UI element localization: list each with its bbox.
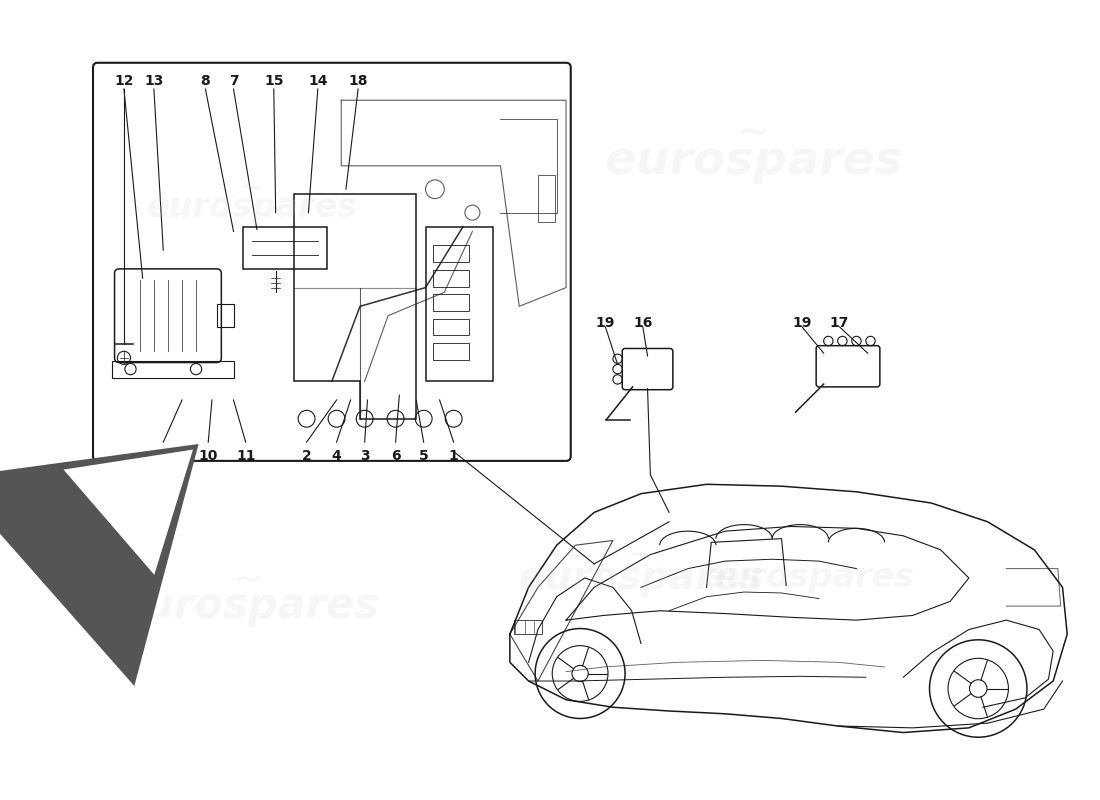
Bar [426,226,493,382]
Text: eurospares: eurospares [116,585,380,627]
Text: 8: 8 [200,74,210,88]
Text: ~: ~ [626,538,656,571]
Text: 4: 4 [332,449,341,462]
Bar [433,294,469,311]
Text: eurospares: eurospares [518,559,763,597]
Text: 15: 15 [264,74,284,88]
Text: eurospares: eurospares [604,138,903,184]
Text: 5: 5 [419,449,429,462]
Bar [538,175,554,222]
Text: 19: 19 [596,316,615,330]
Text: 14: 14 [308,74,328,88]
Bar [433,246,469,262]
Text: 2: 2 [301,449,311,462]
Text: ~: ~ [232,562,263,598]
Bar [112,361,233,378]
Text: 10: 10 [198,449,218,462]
Text: 12: 12 [114,74,134,88]
Text: 13: 13 [144,74,164,88]
Text: 1: 1 [449,449,459,462]
Bar [514,620,541,634]
Text: 7: 7 [229,74,239,88]
Text: eurospares: eurospares [146,191,358,225]
Text: ~: ~ [736,111,771,154]
Text: 9: 9 [158,449,168,462]
Text: eurospares: eurospares [704,562,915,594]
Text: ~: ~ [240,174,265,202]
Text: 17: 17 [829,316,849,330]
Bar [217,305,233,327]
Bar [433,318,469,335]
Text: 16: 16 [634,316,652,330]
Text: 19: 19 [792,316,812,330]
Bar [243,226,327,269]
Bar [433,343,469,360]
Bar [433,270,469,286]
Text: 18: 18 [349,74,367,88]
Text: 11: 11 [235,449,255,462]
Text: 3: 3 [360,449,370,462]
Text: 6: 6 [390,449,400,462]
